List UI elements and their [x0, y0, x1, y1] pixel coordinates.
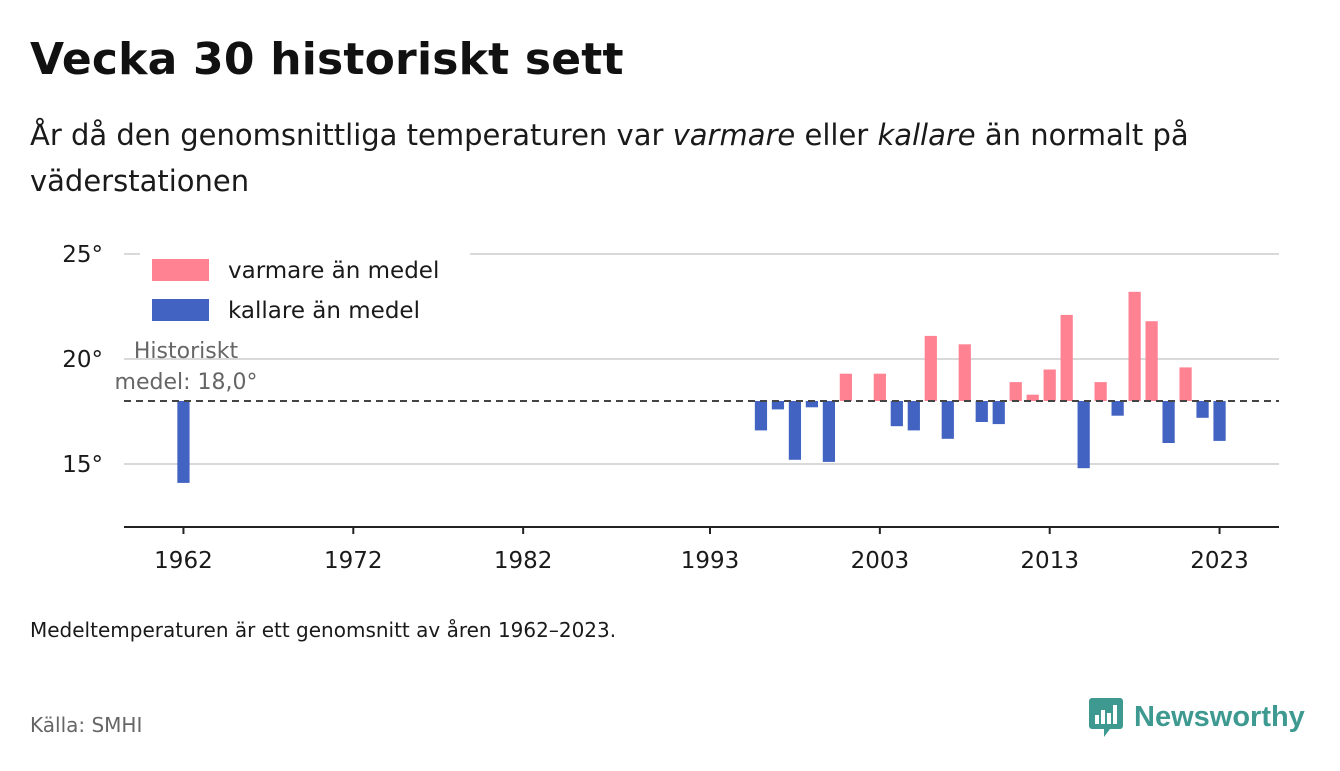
source-text: Källa: SMHI — [30, 713, 143, 737]
y-axis-labels: 15° 20° 25° — [62, 242, 103, 478]
bar-2001 — [839, 373, 852, 401]
bar-2011 — [1009, 382, 1022, 401]
subtitle-text-start: År då den genomsnittliga temperaturen va… — [30, 118, 673, 152]
footnote: Medeltemperaturen är ett genomsnitt av å… — [30, 618, 617, 642]
bar-1997 — [771, 401, 785, 410]
bar-2005 — [907, 401, 920, 431]
bar-2009 — [975, 401, 988, 422]
bar-2010 — [992, 401, 1005, 425]
x-tick-label: 1982 — [494, 548, 553, 574]
bar-2022 — [1196, 401, 1209, 418]
subtitle-text-end: än normalt på väderstationen — [30, 118, 1189, 198]
bar-2012 — [1026, 394, 1039, 401]
temperature-bar-chart: 15° 20° 25° 1962 1972 1982 1993 2003 2013 2023 v… — [62, 242, 1279, 574]
bars — [177, 291, 1226, 483]
subtitle-warm-word: varmare — [672, 118, 796, 152]
chart-title: Vecka 30 historiskt sett — [30, 34, 624, 85]
bar-2016 — [1094, 382, 1107, 401]
y-tick-label: 15° — [62, 452, 103, 478]
y-tick-label: 20° — [62, 347, 103, 373]
bar-2019 — [1145, 321, 1158, 401]
bar-1996 — [754, 401, 768, 431]
x-tick-label: 1962 — [154, 548, 213, 574]
legend-warm-swatch — [152, 259, 209, 281]
legend-cold-swatch — [152, 299, 209, 321]
bar-1999 — [805, 401, 819, 408]
brand-name: Newsworthy — [1134, 700, 1305, 733]
bar-2013 — [1043, 369, 1056, 401]
bar-2008 — [958, 344, 971, 401]
chart-subtitle: År då den genomsnittliga temperaturen va… — [30, 112, 1280, 204]
bar-2018 — [1128, 291, 1141, 401]
x-tick-label: 2013 — [1020, 548, 1079, 574]
x-tick-label: 2023 — [1190, 548, 1249, 574]
subtitle-text-mid: eller — [795, 118, 878, 152]
x-tick-label: 1972 — [324, 548, 383, 574]
bar-2003 — [873, 373, 886, 401]
bar-2006 — [924, 335, 937, 401]
legend-warm-label: varmare än medel — [228, 258, 439, 284]
bar-1998 — [788, 401, 802, 460]
legend: varmare än medel kallare än medel — [140, 248, 470, 338]
historical-mean-label-line2: medel: 18,0° — [115, 370, 258, 395]
x-tick-label: 2003 — [851, 548, 910, 574]
brand-logo: Newsworthy — [1088, 696, 1305, 738]
bar-2004 — [890, 401, 903, 427]
bar-1962 — [177, 401, 190, 483]
bar-2021 — [1179, 367, 1192, 401]
bar-2017 — [1111, 401, 1124, 416]
bar-2015 — [1077, 401, 1090, 469]
bar-2023 — [1213, 401, 1226, 441]
bar-2000 — [822, 401, 836, 462]
historical-mean-label: Historiskt medel: 18,0° — [115, 339, 258, 395]
bar-2014 — [1060, 314, 1073, 401]
x-axis-ticks: 1962 1972 1982 1993 2003 2013 2023 — [154, 527, 1249, 574]
historical-mean-label-line1: Historiskt — [134, 339, 239, 364]
legend-cold-label: kallare än medel — [228, 298, 420, 324]
newsworthy-logo-icon — [1089, 698, 1123, 737]
bar-2007 — [941, 401, 954, 439]
bar-2020 — [1162, 401, 1175, 443]
y-tick-label: 25° — [62, 242, 103, 268]
x-tick-label: 1993 — [681, 548, 740, 574]
subtitle-cold-word: kallare — [877, 118, 976, 152]
